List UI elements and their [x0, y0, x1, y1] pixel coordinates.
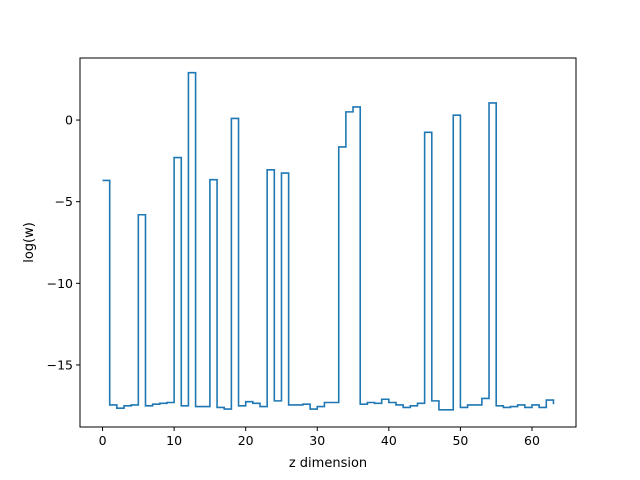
x-tick-label: 10 [166, 433, 182, 448]
plot-frame [79, 57, 577, 428]
y-tick-label: −5 [55, 194, 73, 209]
series-line [102, 71, 555, 411]
axis-ticks: 0 10 20 30 40 50 60 0 −5 −10 −15 [47, 113, 540, 448]
y-axis-label: log(w) [22, 222, 37, 263]
y-tick-label: −15 [47, 357, 73, 372]
x-axis-label: z dimension [289, 456, 367, 471]
x-tick-label: 20 [238, 433, 254, 448]
y-tick-label: −10 [47, 276, 73, 291]
y-tick-label: 0 [65, 113, 73, 128]
x-tick-label: 30 [309, 433, 325, 448]
x-tick-label: 50 [452, 433, 468, 448]
x-tick-label: 0 [99, 433, 107, 448]
plot-area [102, 71, 555, 411]
x-tick-label: 40 [381, 433, 397, 448]
x-tick-label: 60 [524, 433, 540, 448]
